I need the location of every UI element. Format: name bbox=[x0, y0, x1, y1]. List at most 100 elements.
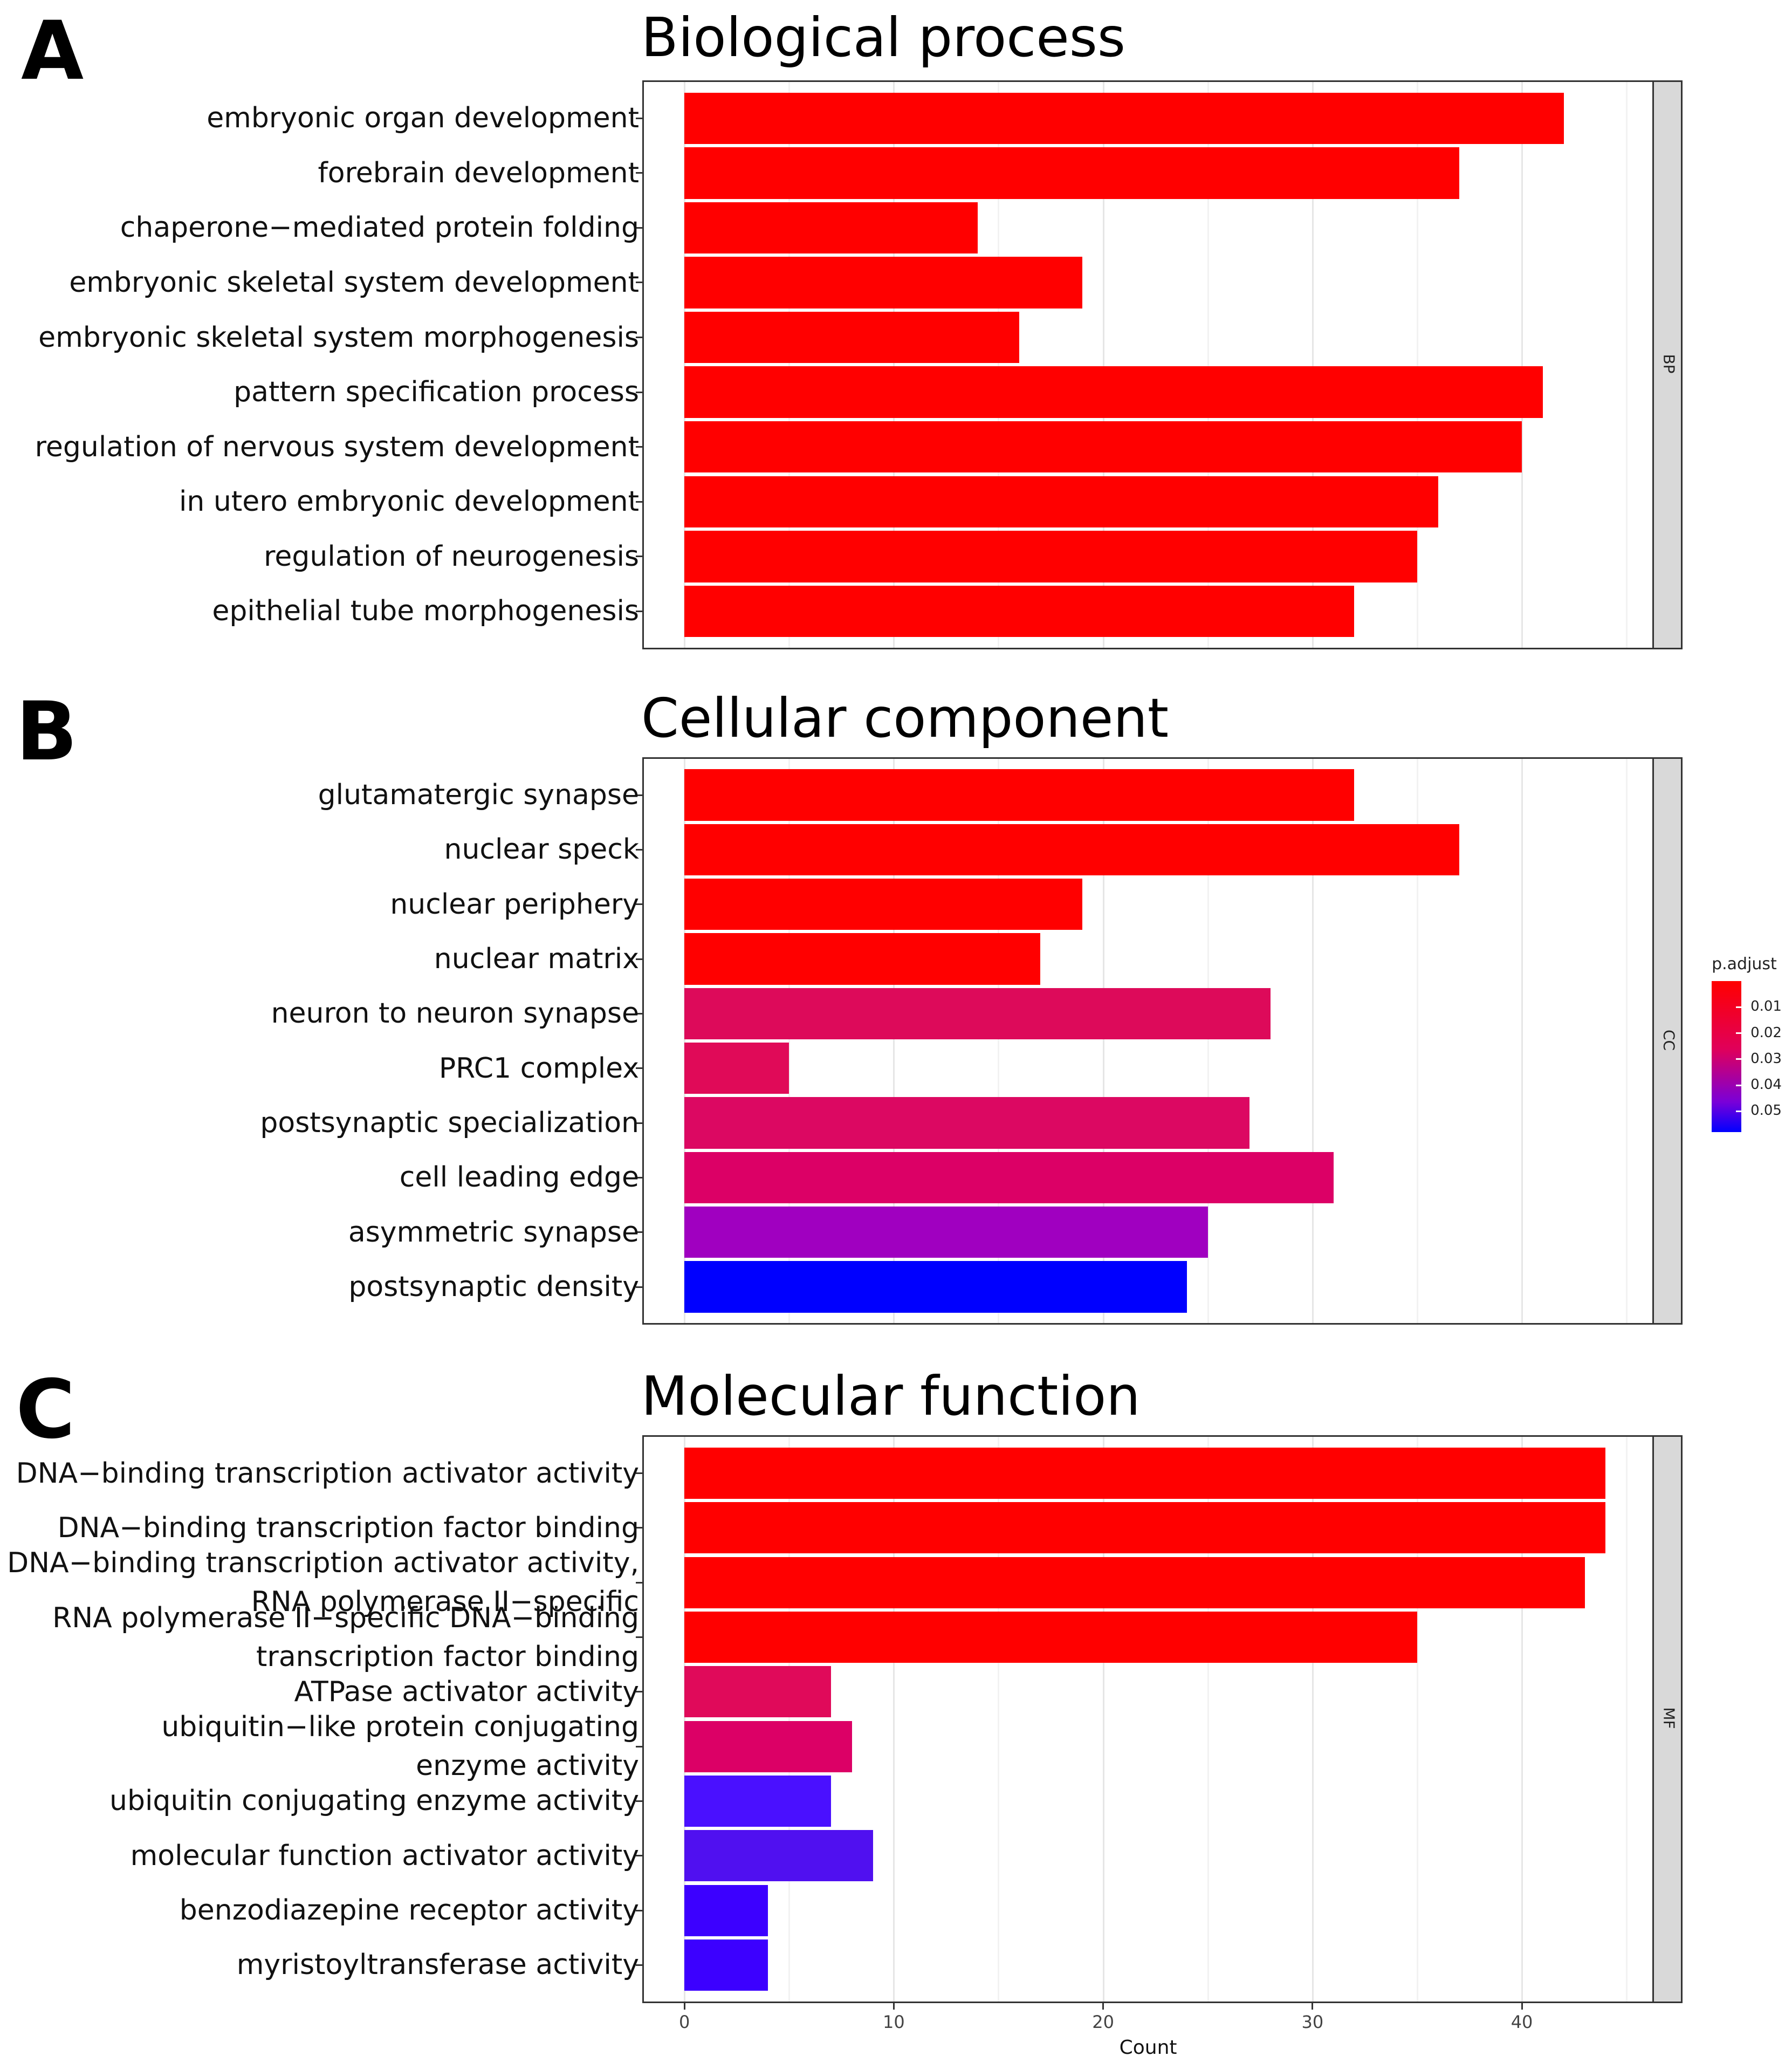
bar bbox=[684, 476, 1438, 527]
bar bbox=[684, 531, 1417, 582]
category-label: nuclear matrix bbox=[434, 943, 639, 976]
legend-tick bbox=[1736, 1032, 1742, 1034]
legend-title: p.adjust bbox=[1712, 955, 1777, 974]
legend-label: 0.01 bbox=[1750, 998, 1782, 1015]
gridline bbox=[1312, 758, 1314, 1324]
x-tick-label: 20 bbox=[1092, 2011, 1114, 2032]
y-tick-mark bbox=[636, 1581, 643, 1584]
category-label: embryonic skeletal system development bbox=[69, 266, 639, 299]
y-tick-mark bbox=[636, 1745, 643, 1747]
category-label-wrap: benzodiazepine receptor activity bbox=[0, 1890, 639, 1930]
x-tick-mark bbox=[683, 2003, 685, 2010]
category-label-wrap: forebrain development bbox=[0, 153, 639, 193]
category-label-wrap: molecular function activator activity bbox=[0, 1836, 639, 1876]
category-label-wrap: PRC1 complex bbox=[0, 1048, 639, 1088]
category-label: embryonic skeletal system morphogenesis bbox=[38, 321, 639, 354]
x-axis-title: Count bbox=[1119, 2036, 1177, 2059]
gridline bbox=[1626, 1437, 1628, 2002]
category-label: RNA polymerase II−specific DNA−binding t… bbox=[52, 1601, 639, 1673]
bar bbox=[684, 1447, 1606, 1499]
y-tick-mark bbox=[636, 172, 643, 174]
gridline bbox=[1416, 81, 1418, 648]
category-label-wrap: chaperone−mediated protein folding bbox=[0, 208, 639, 248]
category-label: molecular function activator activity bbox=[130, 1839, 639, 1872]
bar bbox=[684, 257, 1082, 309]
y-tick-mark bbox=[636, 848, 643, 851]
category-label-wrap: in utero embryonic development bbox=[0, 482, 639, 522]
bar bbox=[684, 311, 1020, 364]
y-tick-mark bbox=[636, 446, 643, 448]
x-tick-label: 40 bbox=[1511, 2011, 1533, 2032]
category-label: ubiquitin−like protein conjugating enzym… bbox=[161, 1711, 639, 1783]
y-tick-mark bbox=[636, 1286, 643, 1288]
gridline bbox=[1521, 758, 1523, 1324]
category-label-wrap: DNA−binding transcription factor binding bbox=[0, 1508, 639, 1548]
category-label: pattern specification process bbox=[234, 376, 639, 409]
y-tick-mark bbox=[636, 556, 643, 558]
gridline bbox=[1312, 81, 1314, 648]
category-label-wrap: postsynaptic density bbox=[0, 1267, 639, 1307]
y-tick-mark bbox=[636, 227, 643, 229]
bar bbox=[684, 366, 1543, 418]
legend-label: 0.05 bbox=[1750, 1102, 1782, 1119]
category-label: cell leading edge bbox=[399, 1161, 639, 1194]
category-label: regulation of nervous system development bbox=[35, 430, 639, 463]
bar bbox=[684, 824, 1459, 876]
y-tick-mark bbox=[636, 1176, 643, 1178]
gridline bbox=[684, 1437, 686, 2002]
category-label-wrap: nuclear speck bbox=[0, 830, 639, 869]
gridline bbox=[893, 1437, 895, 2002]
bar bbox=[684, 1721, 852, 1772]
x-tick-mark bbox=[1102, 2003, 1104, 2010]
legend-tick bbox=[1736, 1084, 1742, 1086]
category-label: in utero embryonic development bbox=[178, 485, 639, 518]
y-tick-mark bbox=[636, 117, 643, 119]
facet-strip bbox=[1652, 1435, 1683, 2003]
category-label-wrap: asymmetric synapse bbox=[0, 1212, 639, 1252]
category-label: chaperone−mediated protein folding bbox=[120, 211, 639, 244]
category-label: neuron to neuron synapse bbox=[271, 997, 639, 1030]
y-tick-mark bbox=[636, 1527, 643, 1529]
y-tick-mark bbox=[636, 1691, 643, 1693]
gridline bbox=[1416, 758, 1418, 1324]
gridline bbox=[684, 81, 686, 648]
x-tick-mark bbox=[1312, 2003, 1314, 2010]
gridline bbox=[1102, 758, 1104, 1324]
legend-label: 0.02 bbox=[1750, 1024, 1782, 1041]
x-tick-mark bbox=[892, 2003, 895, 2010]
category-label: benzodiazepine receptor activity bbox=[179, 1894, 639, 1927]
facet-strip bbox=[1652, 80, 1683, 649]
y-tick-mark bbox=[636, 794, 643, 796]
legend-label: 0.04 bbox=[1750, 1077, 1782, 1093]
y-tick-mark bbox=[636, 1636, 643, 1638]
bar bbox=[684, 1666, 831, 1718]
x-tick-label: 10 bbox=[883, 2011, 905, 2032]
category-label: myristoyltransferase activity bbox=[236, 1949, 639, 1982]
category-label-wrap: DNA−binding transcription activator acti… bbox=[0, 1544, 639, 1621]
bar bbox=[684, 933, 1041, 985]
category-label: postsynaptic density bbox=[348, 1271, 639, 1304]
facet-label: BP bbox=[1660, 354, 1678, 374]
category-label: PRC1 complex bbox=[438, 1052, 639, 1085]
chart-title: Cellular component bbox=[641, 686, 1169, 750]
category-label: nuclear speck bbox=[444, 833, 639, 866]
legend-tick bbox=[1736, 1110, 1742, 1112]
x-tick-mark bbox=[1521, 2003, 1523, 2010]
category-label: forebrain development bbox=[318, 156, 639, 189]
gridline bbox=[1207, 81, 1209, 648]
gridline bbox=[1102, 81, 1104, 648]
y-tick-mark bbox=[636, 1067, 643, 1070]
bar bbox=[684, 1152, 1334, 1203]
bar bbox=[684, 1261, 1187, 1313]
legend-tick bbox=[1736, 1058, 1742, 1060]
legend-tick bbox=[1736, 1006, 1742, 1008]
bar bbox=[684, 202, 978, 254]
category-label: embryonic organ development bbox=[207, 102, 639, 135]
category-label-wrap: epithelial tube morphogenesis bbox=[0, 591, 639, 631]
category-label-wrap: embryonic skeletal system development bbox=[0, 263, 639, 303]
gridline bbox=[1521, 81, 1523, 648]
gridline bbox=[1626, 758, 1628, 1324]
y-tick-mark bbox=[636, 903, 643, 906]
category-label-wrap: postsynaptic specialization bbox=[0, 1103, 639, 1143]
